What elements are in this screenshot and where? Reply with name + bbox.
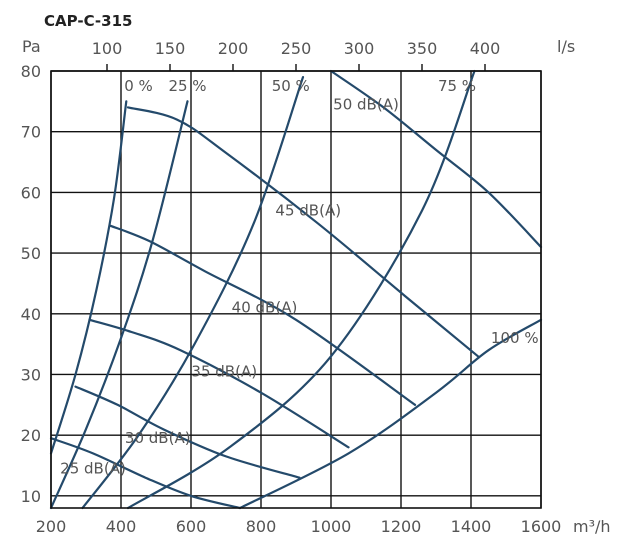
top-axis-unit-label: l/s: [557, 37, 575, 56]
top-x-tick-label: 400: [470, 39, 501, 58]
y-tick-label: 20: [21, 426, 41, 445]
top-x-tick-label: 250: [281, 39, 312, 58]
y-tick-label: 30: [21, 365, 41, 384]
system-curve-label: 25 %: [168, 77, 206, 95]
sound-level-curve: [109, 224, 417, 406]
y-tick-label: 40: [21, 305, 41, 324]
curve-labels: 0 % 25 % 50 % 75 % 100 % 25 dB(A) 30 dB(A) 35 d…: [60, 77, 538, 477]
y-tick-label: 60: [21, 183, 41, 202]
curves: [49, 69, 543, 510]
y-axis-label: Pa: [22, 37, 41, 56]
x-tick-label: 1200: [381, 517, 422, 536]
x-axis-unit-label: m³/h: [573, 517, 611, 536]
x-tick-label: 1600: [521, 517, 562, 536]
sound-level-curve-label: 40 dB(A): [232, 299, 298, 317]
chart-title: CAP-C-315: [44, 12, 132, 30]
top-x-tick-label: 300: [344, 39, 375, 58]
sound-level-curve-label: 35 dB(A): [191, 362, 257, 380]
top-x-tick-label: 150: [155, 39, 186, 58]
sound-level-curve-label: 50 dB(A): [333, 95, 399, 113]
top-x-tick-label: 100: [92, 39, 123, 58]
x-tick-label: 400: [106, 517, 137, 536]
sound-level-curve-label: 25 dB(A): [60, 460, 126, 478]
x-tick-label: 200: [36, 517, 67, 536]
y-tick-label: 70: [21, 123, 41, 142]
tick-labels: 200 400 600 800 1000 1200 1400 1600 10 20 30 40 50 60…: [21, 39, 562, 536]
y-tick-label: 10: [21, 487, 41, 506]
system-curve: [49, 100, 128, 455]
sound-level-curve-label: 45 dB(A): [275, 202, 341, 220]
top-x-tick-label: 200: [218, 39, 249, 58]
system-curve-label: 100 %: [491, 329, 539, 347]
system-curve-label: 0 %: [124, 77, 153, 95]
grid: [50, 64, 542, 508]
sound-level-curve: [74, 385, 301, 479]
x-tick-label: 1400: [451, 517, 492, 536]
x-tick-label: 600: [176, 517, 207, 536]
sound-level-curve-label: 30 dB(A): [125, 429, 191, 447]
system-curve: [81, 76, 305, 510]
sound-level-curve: [49, 437, 242, 510]
system-curve: [49, 100, 189, 510]
sound-level-curve: [88, 318, 350, 449]
top-x-tick-label: 350: [407, 39, 438, 58]
sound-level-curve: [329, 69, 543, 249]
x-tick-label: 800: [246, 517, 277, 536]
y-tick-label: 50: [21, 244, 41, 263]
y-tick-label: 80: [21, 62, 41, 81]
x-tick-label: 1000: [311, 517, 352, 536]
system-curve-label: 75 %: [438, 77, 476, 95]
plot-frame: [50, 70, 542, 509]
system-curve: [238, 318, 543, 510]
system-curve-label: 50 %: [272, 77, 310, 95]
sound-level-curve: [126, 106, 480, 358]
